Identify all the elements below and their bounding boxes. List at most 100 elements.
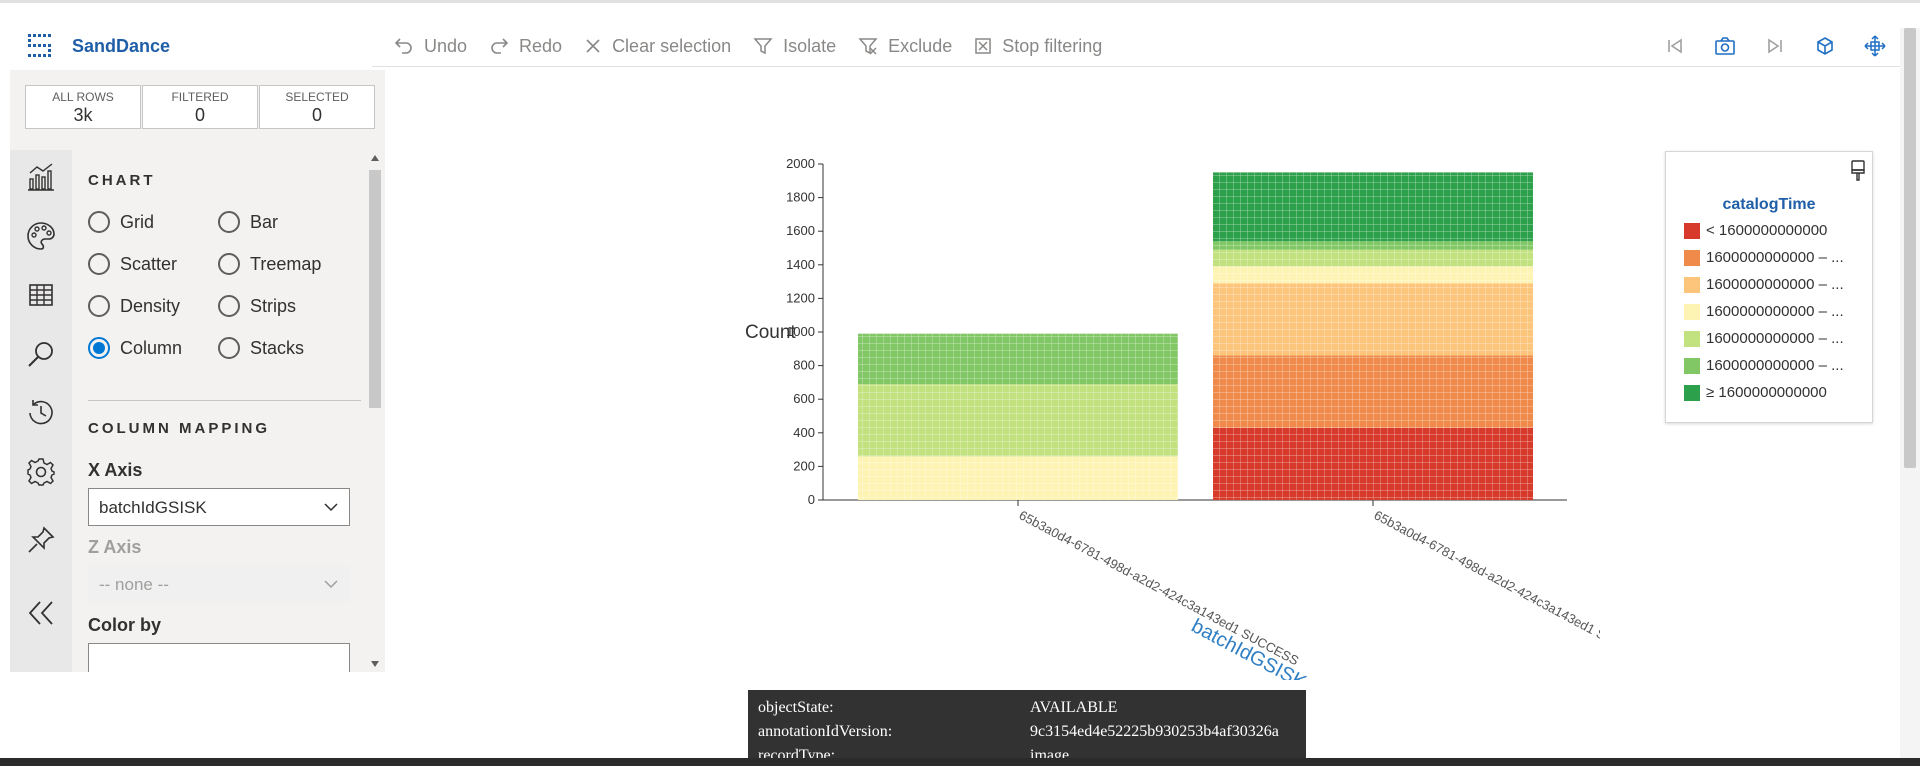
top-border [0, 0, 1920, 3]
panel-scrollbar[interactable] [365, 150, 385, 672]
z-axis-label: Z Axis [88, 537, 142, 557]
stat-filtered: FILTERED 0 [142, 85, 258, 129]
data-table-tab-button[interactable] [22, 276, 60, 314]
scroll-up-icon[interactable] [370, 154, 380, 162]
radio-stacks[interactable]: Stacks [218, 337, 304, 359]
camera-icon [1715, 37, 1735, 55]
radio-button[interactable] [88, 295, 110, 317]
redo-label: Redo [519, 35, 563, 56]
x-axis-label: X Axis [88, 460, 143, 480]
data-stats: ALL ROWS 3k FILTERED 0 SELECTED 0 [25, 85, 376, 129]
clear-selection-button[interactable]: Clear selection [584, 36, 731, 57]
legend-label: < 1600000000000 [1706, 222, 1828, 239]
previous-snapshot-button[interactable] [1650, 32, 1700, 60]
z-axis-value: -- none -- [99, 575, 169, 594]
color-tab-button[interactable] [22, 217, 60, 255]
legend-label: 1600000000000 – ... [1706, 249, 1844, 266]
stat-value: 0 [311, 105, 322, 125]
collapse-sidebar-button[interactable] [22, 594, 60, 632]
sidebar: ALL ROWS 3k FILTERED 0 SELECTED 0 [10, 70, 385, 672]
z-axis-dropdown[interactable]: -- none -- [88, 565, 350, 603]
radio-treemap[interactable]: Treemap [218, 253, 321, 275]
undo-icon [394, 38, 412, 54]
pin-tab-button[interactable] [22, 521, 60, 559]
redo-button[interactable]: Redo [489, 36, 562, 57]
header-divider [372, 66, 1900, 67]
next-snapshot-button[interactable] [1750, 32, 1800, 60]
radio-button[interactable] [218, 253, 240, 275]
radio-button[interactable] [88, 211, 110, 233]
radio-column[interactable]: Column [88, 337, 182, 359]
search-tab-button[interactable] [22, 335, 60, 373]
radio-label: Stacks [250, 337, 305, 358]
legend-item[interactable]: < 1600000000000 [1684, 222, 1827, 239]
hover-tooltip: objectState: AVAILABLE annotationIdVersi… [748, 690, 1306, 758]
tooltip-key: recordType: [758, 747, 836, 758]
legend-item[interactable]: 1600000000000 – ... [1684, 330, 1844, 347]
column-chart[interactable]: 0 200 400 600 800 1000 1200 1400 1600 1800 2000 Cou… [680, 140, 1600, 680]
panel-scrollbar-thumb[interactable] [369, 170, 381, 408]
app-header: SandDance Undo Redo Clear selection Isol… [0, 22, 1900, 66]
radio-bar[interactable]: Bar [218, 211, 278, 233]
stat-label: FILTERED [171, 90, 229, 104]
page-scrollbar-thumb[interactable] [1904, 28, 1916, 468]
3d-view-button[interactable] [1800, 32, 1850, 60]
stat-value: 3k [73, 105, 93, 125]
tooltip-row: recordType: image [758, 747, 1069, 758]
x-axis-value: batchIdGSISK [99, 498, 207, 517]
filter-icon [753, 38, 773, 55]
chart-settings-panel: CHART Grid Bar Scatter Treemap Density S… [72, 150, 375, 672]
radio-button[interactable] [88, 253, 110, 275]
column-mapping-title: COLUMN MAPPING [88, 420, 270, 437]
panel-divider [88, 400, 361, 401]
radio-button[interactable] [218, 211, 240, 233]
exclude-label: Exclude [888, 35, 953, 56]
legend-item[interactable]: 1600000000000 – ... [1684, 303, 1844, 320]
column-cell-grid [1213, 172, 1533, 500]
legend-swatch [1684, 330, 1700, 347]
undo-button[interactable]: Undo [394, 36, 467, 57]
search-icon [28, 342, 53, 367]
radio-button[interactable] [218, 295, 240, 317]
toolbar: Undo Redo Clear selection Isolate Exclud… [394, 32, 1124, 60]
x-axis-dropdown[interactable]: batchIdGSISK [88, 488, 350, 526]
chart-tab-button[interactable] [22, 158, 60, 196]
legend-label: ≥ 1600000000000 [1706, 384, 1827, 401]
legend-swatch [1684, 222, 1700, 239]
y-tick-label: 1200 [786, 290, 815, 305]
scroll-down-icon[interactable] [370, 660, 380, 668]
settings-tab-button[interactable] [22, 453, 60, 491]
snapshot-button[interactable] [1700, 32, 1750, 60]
double-chevron-left-icon [28, 601, 53, 625]
history-icon [29, 400, 53, 425]
stat-selected: SELECTED 0 [259, 85, 375, 129]
clear-selection-label: Clear selection [612, 35, 732, 56]
page-scrollbar[interactable] [1900, 28, 1920, 758]
y-tick-label: 800 [793, 358, 815, 373]
history-tab-button[interactable] [22, 394, 60, 432]
stop-filtering-button[interactable]: Stop filtering [974, 36, 1102, 57]
app-title[interactable]: SandDance [72, 36, 171, 56]
radio-button[interactable] [218, 337, 240, 359]
stat-all-rows: ALL ROWS 3k [25, 85, 141, 129]
radio-grid[interactable]: Grid [88, 211, 154, 233]
exclude-button[interactable]: Exclude [858, 36, 952, 57]
legend-item[interactable]: 1600000000000 – ... [1684, 276, 1844, 293]
legend-swatch [1684, 249, 1700, 266]
radio-density[interactable]: Density [88, 295, 180, 317]
close-icon [586, 39, 600, 53]
isolate-button[interactable]: Isolate [753, 36, 836, 57]
legend-title[interactable]: catalogTime [1722, 196, 1816, 213]
reset-camera-button[interactable] [1850, 32, 1900, 60]
legend-item[interactable]: ≥ 1600000000000 [1684, 384, 1827, 401]
sidebar-icon-rail [10, 150, 72, 672]
color-by-dropdown[interactable] [88, 643, 350, 672]
radio-button-selected[interactable] [88, 337, 110, 359]
tooltip-key: annotationIdVersion: [758, 723, 893, 740]
legend-item[interactable]: 1600000000000 – ... [1684, 249, 1844, 266]
radio-strips[interactable]: Strips [218, 295, 296, 317]
legend-item[interactable]: 1600000000000 – ... [1684, 357, 1844, 374]
radio-scatter[interactable]: Scatter [88, 253, 177, 275]
paint-brush-icon[interactable] [1850, 160, 1866, 182]
radio-label: Grid [120, 211, 155, 232]
